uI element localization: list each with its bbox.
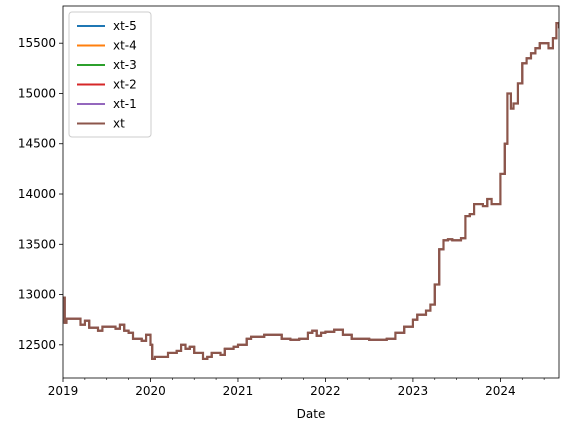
y-tick-label: 13500 — [18, 237, 56, 251]
series-line-xt — [63, 22, 559, 360]
legend: xt-5 xt-4 xt-3 xt-2 xt-1 xt — [68, 11, 152, 138]
x-tick-label: 2020 — [135, 384, 166, 398]
legend-box — [68, 11, 152, 138]
x-tick-label: 2023 — [398, 384, 429, 398]
x-tick-label: 2021 — [223, 384, 254, 398]
x-tick-label: 2024 — [485, 384, 516, 398]
legend-label-xt-2: xt-2 — [113, 78, 137, 92]
y-tick-label: 12500 — [18, 338, 56, 352]
x-tick-label: 2019 — [48, 384, 79, 398]
plot-frame — [62, 5, 560, 379]
legend-label-xt-5: xt-5 — [113, 19, 137, 33]
y-tick-label: 15000 — [18, 86, 56, 100]
y-axis: 12500 13000 13500 14000 14500 15000 15500 — [18, 36, 63, 352]
y-tick-label: 14000 — [18, 187, 56, 201]
y-tick-label: 14500 — [18, 137, 56, 151]
x-axis: 2019 2020 2021 2022 2023 2024 — [48, 378, 545, 398]
x-axis-title: Date — [297, 407, 326, 421]
y-tick-label: 15500 — [18, 36, 56, 50]
y-tick-label: 13000 — [18, 288, 56, 302]
legend-label-xt-1: xt-1 — [113, 97, 137, 111]
legend-label-xt-4: xt-4 — [113, 39, 137, 53]
legend-label-xt-3: xt-3 — [113, 58, 137, 72]
legend-label-xt: xt — [113, 117, 125, 131]
x-tick-label: 2022 — [310, 384, 341, 398]
plot-area — [63, 22, 559, 360]
